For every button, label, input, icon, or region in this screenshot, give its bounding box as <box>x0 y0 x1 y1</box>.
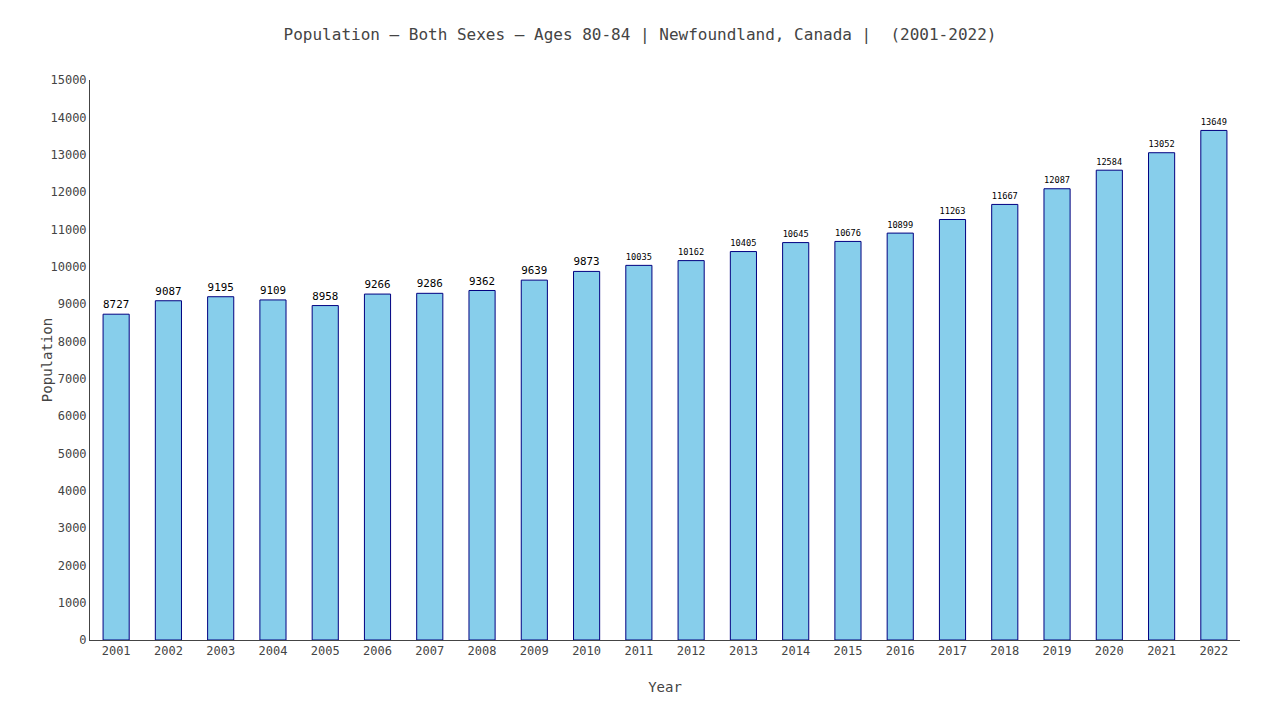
svg-text:2008: 2008 <box>468 644 497 658</box>
svg-text:5000: 5000 <box>58 447 87 461</box>
svg-text:9873: 9873 <box>574 255 600 268</box>
svg-text:2005: 2005 <box>311 644 340 658</box>
svg-text:Year: Year <box>648 679 682 695</box>
svg-text:10000: 10000 <box>50 260 86 274</box>
svg-text:13649: 13649 <box>1201 117 1227 127</box>
svg-text:2015: 2015 <box>833 644 862 658</box>
svg-text:2021: 2021 <box>1147 644 1176 658</box>
svg-text:8000: 8000 <box>58 335 87 349</box>
svg-text:2022: 2022 <box>1199 644 1228 658</box>
svg-text:2012: 2012 <box>677 644 706 658</box>
svg-text:2013: 2013 <box>729 644 758 658</box>
svg-text:4000: 4000 <box>58 484 87 498</box>
svg-text:2006: 2006 <box>363 644 392 658</box>
svg-text:10162: 10162 <box>678 247 704 257</box>
svg-text:2002: 2002 <box>154 644 183 658</box>
svg-text:6000: 6000 <box>58 409 87 423</box>
svg-text:11667: 11667 <box>992 191 1018 201</box>
svg-text:2018: 2018 <box>990 644 1019 658</box>
svg-text:10676: 10676 <box>835 228 861 238</box>
svg-text:9362: 9362 <box>469 275 495 288</box>
svg-text:11000: 11000 <box>50 223 86 237</box>
svg-text:Population – Both Sexes – Ages: Population – Both Sexes – Ages 80-84 | N… <box>284 25 997 44</box>
svg-text:0: 0 <box>79 633 86 647</box>
svg-text:9000: 9000 <box>58 297 87 311</box>
svg-text:9266: 9266 <box>364 278 390 291</box>
svg-text:12584: 12584 <box>1096 157 1122 167</box>
svg-text:9195: 9195 <box>208 281 234 294</box>
svg-text:2010: 2010 <box>572 644 601 658</box>
svg-text:9286: 9286 <box>417 277 443 290</box>
svg-text:11263: 11263 <box>939 206 965 216</box>
svg-text:10405: 10405 <box>730 238 756 248</box>
svg-text:Population: Population <box>39 318 55 402</box>
svg-text:2014: 2014 <box>781 644 810 658</box>
svg-text:2017: 2017 <box>938 644 967 658</box>
svg-text:2001: 2001 <box>102 644 131 658</box>
svg-text:14000: 14000 <box>50 111 86 125</box>
svg-text:2020: 2020 <box>1095 644 1124 658</box>
svg-text:9639: 9639 <box>521 264 547 277</box>
svg-text:15000: 15000 <box>50 73 86 87</box>
svg-text:1000: 1000 <box>58 596 87 610</box>
svg-text:2007: 2007 <box>415 644 444 658</box>
svg-text:2004: 2004 <box>258 644 287 658</box>
svg-text:13052: 13052 <box>1149 139 1175 149</box>
svg-text:8958: 8958 <box>312 290 338 303</box>
svg-text:9109: 9109 <box>260 284 286 297</box>
svg-text:2003: 2003 <box>206 644 235 658</box>
svg-text:2000: 2000 <box>58 559 87 573</box>
svg-text:12000: 12000 <box>50 185 86 199</box>
svg-text:10645: 10645 <box>783 229 809 239</box>
svg-text:2019: 2019 <box>1043 644 1072 658</box>
svg-text:9087: 9087 <box>155 285 181 298</box>
svg-text:12087: 12087 <box>1044 175 1070 185</box>
svg-text:2016: 2016 <box>886 644 915 658</box>
svg-text:3000: 3000 <box>58 521 87 535</box>
svg-text:2009: 2009 <box>520 644 549 658</box>
svg-text:7000: 7000 <box>58 372 87 386</box>
svg-text:10035: 10035 <box>626 252 652 262</box>
svg-text:8727: 8727 <box>103 298 129 311</box>
svg-text:10899: 10899 <box>887 220 913 230</box>
svg-text:13000: 13000 <box>50 148 86 162</box>
svg-text:2011: 2011 <box>624 644 653 658</box>
